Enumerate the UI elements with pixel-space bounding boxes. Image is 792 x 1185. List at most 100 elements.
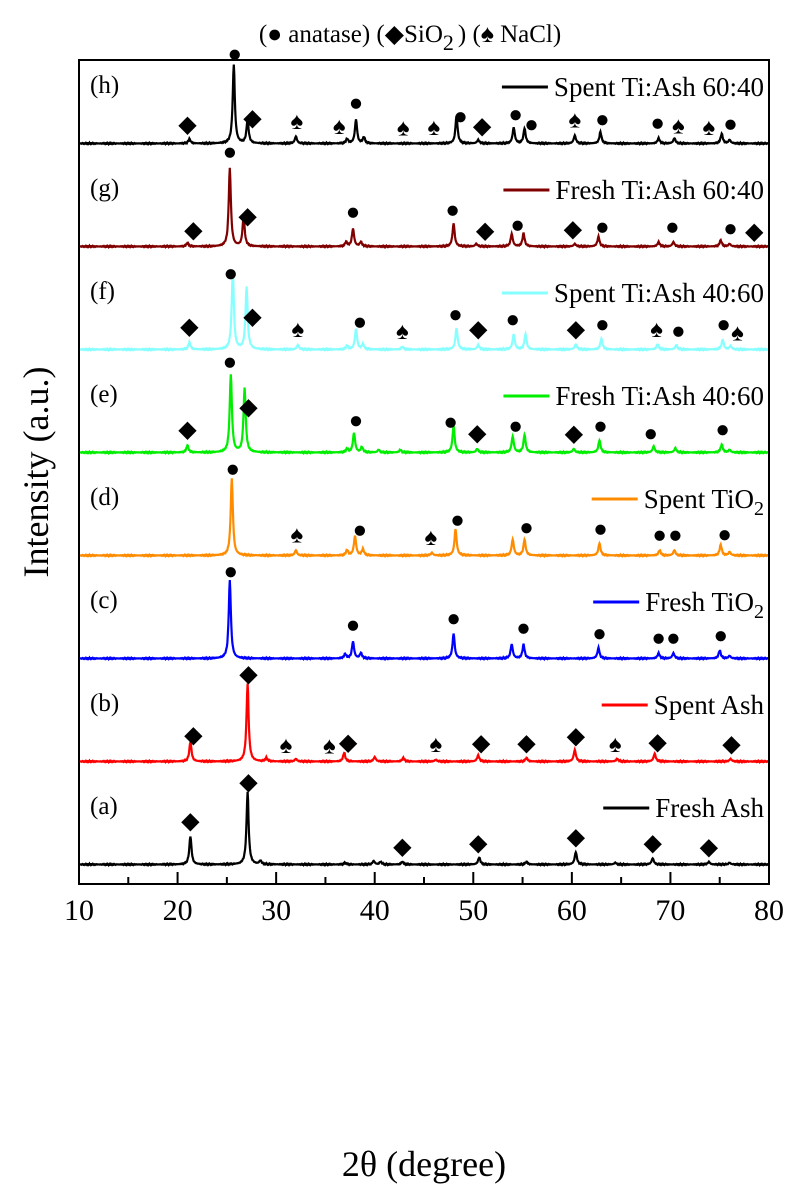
nacl-marker: ♠ <box>290 109 303 135</box>
panel-spent-ti-ash-40-60: ◆●◆ ♠ ● ♠●◆ ● ◆ ● ♠ ● ● ♠(f) Spent Ti:Ash 40:60 <box>79 261 770 353</box>
anatase-marker: ● <box>715 417 730 443</box>
anatase-marker: ● <box>505 307 520 333</box>
x-tick-label: 10 <box>64 894 94 927</box>
nacl-legend-glyph: ♠ <box>481 21 494 48</box>
anatase-marker: ● <box>524 112 539 138</box>
nacl-marker: ♠ <box>672 113 685 139</box>
chart-header-text: (● anatase) (◆SiO2) (♠ NaCl) <box>259 21 561 55</box>
anatase-marker: ● <box>643 421 658 447</box>
series-line-fresh-ash <box>79 791 770 868</box>
anatase-marker: ● <box>508 102 523 128</box>
sio2-legend-subscript: 2 <box>443 30 454 55</box>
sio2-marker: ◆ <box>722 732 741 758</box>
anatase-marker: ● <box>223 139 238 165</box>
legend-label: Spent Ash <box>654 690 765 720</box>
anatase-marker: ● <box>593 516 608 542</box>
anatase-marker: ● <box>652 522 667 548</box>
anatase-legend-label: anatase <box>288 21 362 48</box>
legend-label: Fresh TiO2 <box>645 587 764 623</box>
sio2-marker: ◆ <box>181 808 200 834</box>
sio2-marker: ◆ <box>243 304 262 330</box>
anatase-marker: ● <box>445 198 460 224</box>
sio2-marker: ◆ <box>184 217 203 243</box>
legend-label: Spent Ti:Ash 40:60 <box>554 278 764 308</box>
sio2-marker: ◆ <box>643 831 662 857</box>
nacl-marker: ♠ <box>290 523 303 549</box>
x-tick-label: 40 <box>360 894 390 927</box>
panel-fresh-ash: ◆ ◆ ◆ ◆ ◆ ◆ ◆ (a) Fresh Ash <box>79 770 770 868</box>
panel-label: (d) <box>90 484 119 511</box>
sio2-marker: ◆ <box>472 730 491 756</box>
anatase-marker: ● <box>592 621 607 647</box>
sio2-marker: ◆ <box>567 723 586 749</box>
panel-spent-ash: ◆ ♠ ♠ ◆◆♠ ◆ ◆ ◆ ♠ ◆ ◆(b) Spent Ash <box>79 662 770 765</box>
legend-label: Spent Ti:Ash 60:40 <box>554 72 764 102</box>
sio2-marker: ◆ <box>393 834 412 860</box>
panel-label: (h) <box>90 72 119 99</box>
sio2-marker: ◆ <box>468 421 487 447</box>
sio2-marker: ◆ <box>239 770 258 796</box>
legend-label: Fresh Ash <box>655 793 764 823</box>
panel-spent-tio2: ●♠ ● ♠● ● ● ● ● ●(d) Spent TiO2 <box>79 457 770 559</box>
anatase-marker: ● <box>443 409 458 435</box>
anatase-marker: ● <box>650 111 665 137</box>
sio2-marker: ◆ <box>238 203 257 229</box>
nacl-marker: ♠ <box>731 321 744 347</box>
sio2-marker: ◆ <box>469 830 488 856</box>
x-axis: 10 20 30 40 50 60 70 80 <box>64 872 784 927</box>
nacl-marker: ♠ <box>650 317 663 343</box>
anatase-marker: ● <box>665 215 680 241</box>
anatase-marker: ● <box>353 310 368 336</box>
sio2-marker: ◆ <box>178 417 197 443</box>
sio2-marker: ◆ <box>745 219 764 245</box>
panel-spent-ti-ash-60-40: ◆●◆ ♠ ♠●♠ ♠ ● ◆ ● ● ♠ ● ● ♠ ♠ ●(h) Spent Ti:Ash 60:40 <box>79 41 770 147</box>
sio2-marker: ◆ <box>339 730 358 756</box>
anatase-marker: ● <box>668 523 683 549</box>
legend-label: Fresh Ti:Ash 40:60 <box>555 381 764 411</box>
series-line-fresh-tio2 <box>79 579 770 662</box>
nacl-marker: ♠ <box>396 319 409 345</box>
y-axis-title: Intensity (a.u.) <box>16 367 56 578</box>
anatase-marker: ● <box>448 302 463 328</box>
nacl-marker: ♠ <box>323 733 336 759</box>
nacl-marker: ♠ <box>397 116 410 142</box>
sio2-marker: ◆ <box>648 729 667 755</box>
sio2-marker: ◆ <box>239 662 258 688</box>
anatase-marker: ● <box>227 41 242 67</box>
nacl-marker: ♠ <box>609 732 622 758</box>
sio2-legend-label: SiO <box>404 21 443 48</box>
panel-label: (b) <box>90 690 119 717</box>
x-tick-label: 60 <box>557 894 587 927</box>
x-tick-label: 50 <box>458 894 488 927</box>
sio2-marker: ◆ <box>476 218 495 244</box>
nacl-marker: ♠ <box>425 525 438 551</box>
header-close-paren-2: ) ( <box>458 21 481 48</box>
anatase-marker: ● <box>713 623 728 649</box>
panel-fresh-ti-ash-40-60: ◆●◆● ● ◆ ● ◆ ● ● ●(e) Fresh Ti:Ash 40:60 <box>79 350 770 456</box>
chart-header: (● anatase) (◆SiO2) (♠ NaCl) <box>259 21 561 55</box>
panel-fresh-tio2: ●● ● ● ● ● ● ●(c) Fresh TiO2 <box>79 559 770 662</box>
sio2-marker: ◆ <box>243 105 262 131</box>
series-line-spent-ash <box>79 683 770 765</box>
series-line-spent-ti-ash-60-40 <box>79 64 770 147</box>
panel-label: (e) <box>90 381 118 408</box>
series-line-fresh-ti-ash-60-40 <box>79 167 770 250</box>
header-close-paren-1: ) ( <box>362 21 385 48</box>
sio2-marker: ◆ <box>567 825 586 851</box>
anatase-marker: ● <box>519 515 534 541</box>
anatase-marker: ● <box>353 518 368 544</box>
nacl-marker: ♠ <box>291 317 304 343</box>
sio2-marker: ◆ <box>517 730 536 756</box>
anatase-marker: ● <box>223 350 238 376</box>
sio2-marker: ◆ <box>469 317 488 343</box>
nacl-marker: ♠ <box>280 733 293 759</box>
anatase-marker: ● <box>651 625 666 651</box>
nacl-legend-label: NaCl <box>500 21 553 48</box>
anatase-marker: ● <box>224 559 239 585</box>
anatase-marker: ● <box>595 215 610 241</box>
x-tick-label: 70 <box>655 894 685 927</box>
anatase-marker: ● <box>346 613 361 639</box>
anatase-legend-glyph: ● <box>267 21 282 48</box>
sio2-marker: ◆ <box>180 314 199 340</box>
anatase-marker: ● <box>450 508 465 534</box>
